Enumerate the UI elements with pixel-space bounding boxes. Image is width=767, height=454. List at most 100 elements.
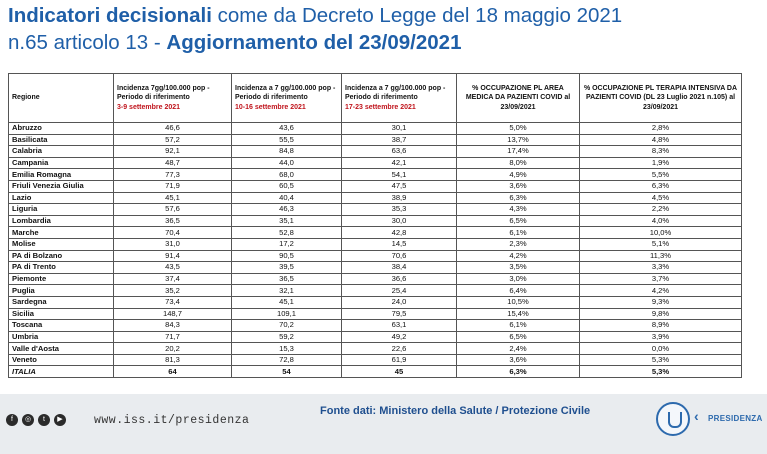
value-cell: 3,6%: [456, 179, 580, 193]
value-cell: 59,2: [231, 330, 342, 344]
value-cell: 68,0: [231, 168, 342, 181]
table-row: Basilicata 57,2 55,5 38,7 13,7% 4,8%: [8, 133, 742, 147]
footer: f ◎ t ▶ www.iss.it/presidenza Fonte dati…: [0, 394, 767, 454]
value-cell: 49,2: [341, 330, 457, 344]
instagram-icon[interactable]: ◎: [22, 414, 34, 426]
value-cell: 0,0%: [579, 342, 742, 355]
region-cell: Basilicata: [8, 133, 114, 147]
value-cell: 71,9: [113, 179, 232, 193]
value-cell: 42,8: [341, 226, 457, 239]
value-cell: 57,6: [113, 203, 232, 216]
value-cell: 43,5: [113, 261, 232, 274]
value-cell: 36,5: [231, 272, 342, 286]
table-row: Umbria 71,7 59,2 49,2 6,5% 3,9%: [8, 330, 742, 344]
value-cell: 4,8%: [579, 133, 742, 147]
table-header-row: Regione Incidenza 7gg/100.000 pop - Peri…: [8, 73, 742, 123]
region-cell: Lombardia: [8, 214, 114, 228]
value-cell: 38,7: [341, 133, 457, 147]
value-cell: 35,1: [231, 214, 342, 228]
table-row: Marche 70,4 52,8 42,8 6,1% 10,0%: [8, 226, 742, 239]
value-cell: 6,1%: [456, 319, 580, 332]
value-cell: 3,0%: [456, 272, 580, 286]
region-cell: Sicilia: [8, 307, 114, 321]
value-cell: 4,3%: [456, 203, 580, 216]
table-row: PA di Bolzano 91,4 90,5 70,6 4,2% 11,3%: [8, 249, 742, 263]
region-cell: Molise: [8, 237, 114, 251]
value-cell: 36,6: [341, 272, 457, 286]
site-url[interactable]: www.iss.it/presidenza: [94, 414, 250, 427]
value-cell: 52,8: [231, 226, 342, 239]
table-row-total: ITALIA 64 54 45 6,3% 5,3%: [8, 365, 742, 379]
value-cell: 6,3%: [456, 191, 580, 205]
value-cell: 9,8%: [579, 307, 742, 321]
table-row: Valle d'Aosta 20,2 15,3 22,6 2,4% 0,0%: [8, 342, 742, 355]
value-cell: 109,1: [231, 307, 342, 321]
region-cell: Calabria: [8, 145, 114, 158]
header-incidenza-1: Incidenza 7gg/100.000 pop - Periodo di r…: [113, 73, 232, 123]
value-cell: 30,1: [341, 122, 457, 135]
value-cell: 54,1: [341, 168, 457, 181]
value-cell: 70,6: [341, 249, 457, 263]
region-cell: Liguria: [8, 203, 114, 216]
value-cell: 5,3%: [579, 353, 742, 367]
twitter-icon[interactable]: t: [38, 414, 50, 426]
value-cell: 15,4%: [456, 307, 580, 321]
value-cell: 4,0%: [579, 214, 742, 228]
value-cell: 20,2: [113, 342, 232, 355]
value-cell: 4,2%: [579, 284, 742, 297]
table-row: Puglia 35,2 32,1 25,4 6,4% 4,2%: [8, 284, 742, 297]
region-cell: Emilia Romagna: [8, 168, 114, 181]
value-cell: 6,4%: [456, 284, 580, 297]
value-cell: 44,0: [231, 156, 342, 170]
region-cell: Abruzzo: [8, 122, 114, 135]
value-cell: 3,5%: [456, 261, 580, 274]
total-value-cell: 54: [231, 365, 342, 379]
value-cell: 43,6: [231, 122, 342, 135]
facebook-icon[interactable]: f: [6, 414, 18, 426]
header-incidenza-3: Incidenza a 7 gg/100.000 pop - Periodo d…: [341, 73, 457, 123]
value-cell: 6,5%: [456, 214, 580, 228]
value-cell: 17,4%: [456, 145, 580, 158]
region-cell: PA di Bolzano: [8, 249, 114, 263]
value-cell: 3,3%: [579, 261, 742, 274]
table-row: Campania 48,7 44,0 42,1 8,0% 1,9%: [8, 156, 742, 170]
title-line-2: n.65 articolo 13 - Aggiornamento del 23/…: [8, 31, 462, 54]
value-cell: 63,6: [341, 145, 457, 158]
table-row: Toscana 84,3 70,2 63,1 6,1% 8,9%: [8, 319, 742, 332]
page-title: Indicatori decisionali come da Decreto L…: [8, 2, 763, 56]
value-cell: 48,7: [113, 156, 232, 170]
value-cell: 79,5: [341, 307, 457, 321]
data-source: Fonte dati: Ministero della Salute / Pro…: [320, 405, 591, 417]
social-links: f ◎ t ▶: [6, 414, 66, 426]
value-cell: 47,5: [341, 179, 457, 193]
value-cell: 63,1: [341, 319, 457, 332]
table-row: Lazio 45,1 40,4 38,9 6,3% 4,5%: [8, 191, 742, 205]
value-cell: 92,1: [113, 145, 232, 158]
region-cell: Puglia: [8, 284, 114, 297]
value-cell: 45,1: [231, 295, 342, 309]
table-row: PA di Trento 43,5 39,5 38,4 3,5% 3,3%: [8, 261, 742, 274]
value-cell: 73,4: [113, 295, 232, 309]
region-cell: Marche: [8, 226, 114, 239]
value-cell: 8,9%: [579, 319, 742, 332]
value-cell: 5,5%: [579, 168, 742, 181]
value-cell: 31,0: [113, 237, 232, 251]
region-cell: Veneto: [8, 353, 114, 367]
value-cell: 55,5: [231, 133, 342, 147]
value-cell: 6,5%: [456, 330, 580, 344]
presidenza-logo-icon: ‹: [694, 408, 699, 424]
value-cell: 71,7: [113, 330, 232, 344]
value-cell: 15,3: [231, 342, 342, 355]
total-value-cell: 5,3%: [579, 365, 742, 379]
table-row: Lombardia 36,5 35,1 30,0 6,5% 4,0%: [8, 214, 742, 228]
youtube-icon[interactable]: ▶: [54, 414, 66, 426]
value-cell: 3,7%: [579, 272, 742, 286]
table-row: Liguria 57,6 46,3 35,3 4,3% 2,2%: [8, 203, 742, 216]
value-cell: 5,0%: [456, 122, 580, 135]
value-cell: 24,0: [341, 295, 457, 309]
title-line-1: Indicatori decisionali come da Decreto L…: [8, 4, 623, 27]
table-row: Friuli Venezia Giulia 71,9 60,5 47,5 3,6% 6,3…: [8, 179, 742, 193]
table-row: Molise 31,0 17,2 14,5 2,3% 5,1%: [8, 237, 742, 251]
value-cell: 11,3%: [579, 249, 742, 263]
region-cell: Umbria: [8, 330, 114, 344]
